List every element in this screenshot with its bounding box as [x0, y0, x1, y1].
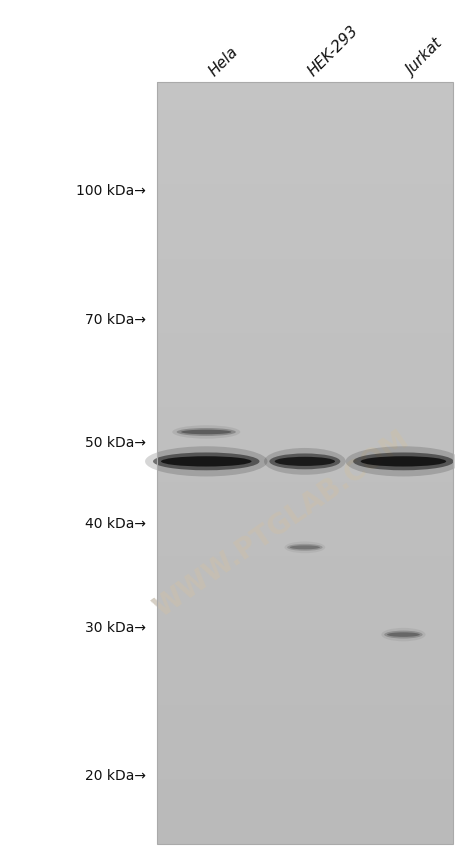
Ellipse shape	[269, 454, 340, 469]
Ellipse shape	[161, 456, 252, 467]
Ellipse shape	[287, 544, 323, 551]
Ellipse shape	[387, 632, 420, 637]
Ellipse shape	[353, 452, 454, 470]
Bar	[157, 82, 453, 844]
Text: 20 kDa→: 20 kDa→	[85, 769, 146, 783]
Ellipse shape	[177, 428, 236, 436]
Ellipse shape	[361, 456, 446, 467]
Text: HEK-293: HEK-293	[305, 23, 361, 79]
Ellipse shape	[284, 542, 325, 554]
Text: 100 kDa→: 100 kDa→	[76, 183, 146, 198]
Ellipse shape	[290, 545, 320, 549]
Ellipse shape	[346, 446, 455, 476]
Ellipse shape	[384, 630, 423, 639]
Ellipse shape	[172, 425, 240, 438]
Text: WWW.PTGLAB.COM: WWW.PTGLAB.COM	[148, 425, 414, 623]
Ellipse shape	[181, 430, 232, 434]
Ellipse shape	[275, 457, 335, 466]
Ellipse shape	[153, 452, 259, 470]
Text: Hela: Hela	[206, 44, 241, 79]
Text: 40 kDa→: 40 kDa→	[85, 517, 146, 531]
Text: Jurkat: Jurkat	[404, 37, 445, 79]
Text: 30 kDa→: 30 kDa→	[85, 622, 146, 635]
Text: 70 kDa→: 70 kDa→	[85, 313, 146, 327]
Ellipse shape	[381, 628, 425, 641]
Ellipse shape	[145, 446, 268, 476]
Text: 50 kDa→: 50 kDa→	[85, 436, 146, 449]
Ellipse shape	[264, 448, 346, 474]
